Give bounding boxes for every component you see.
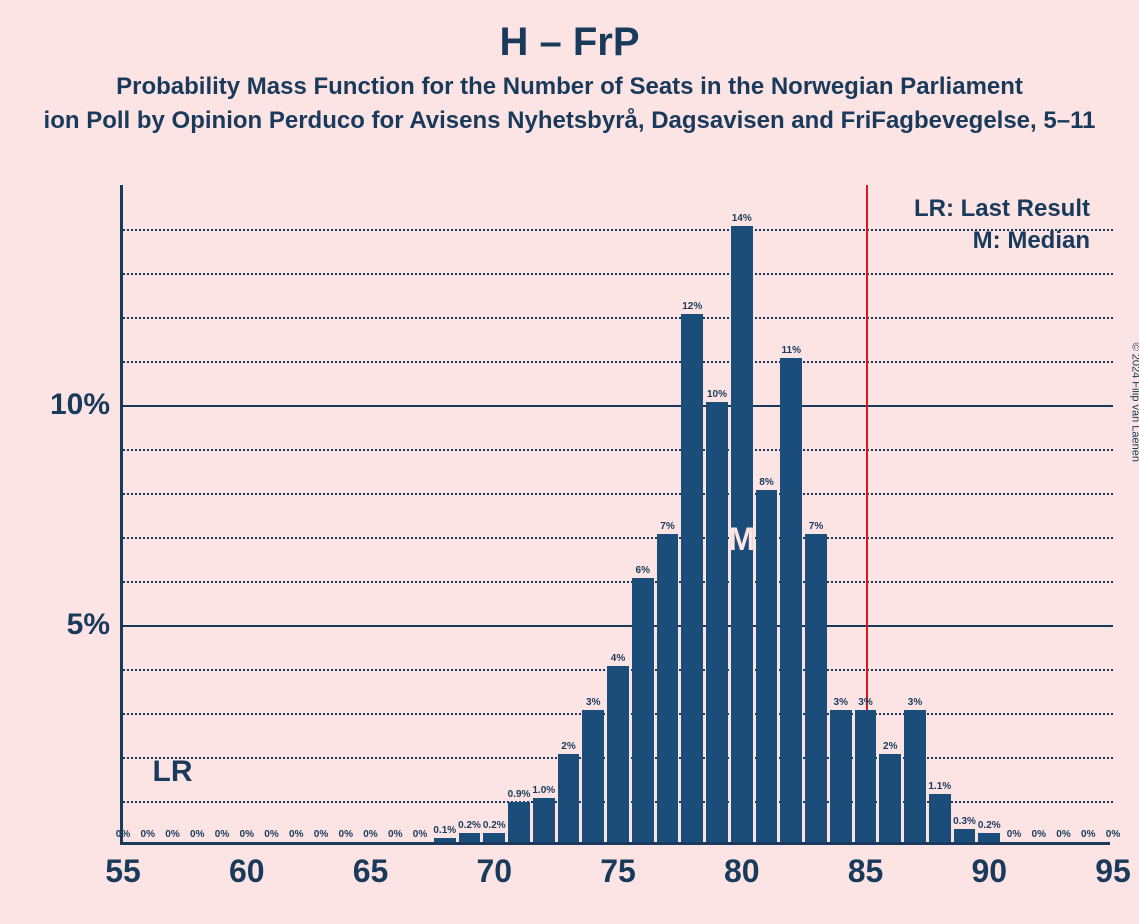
bar-value-label: 0% [215,829,229,840]
bar-value-label: 0% [165,829,179,840]
legend-lr: LR: Last Result [914,195,1090,223]
bar-value-label: 0.2% [458,820,481,831]
bar [508,802,530,842]
bar [706,402,728,842]
gridline-minor [123,273,1113,275]
bar-value-label: 0% [363,829,377,840]
bar [954,829,976,842]
gridline-minor [123,581,1113,583]
bar-value-label: 0% [413,829,427,840]
bar-value-label: 0% [1007,829,1021,840]
bar-value-label: 0.3% [953,816,976,827]
bar [879,754,901,842]
bar [756,490,778,842]
gridline-major [123,405,1113,407]
gridline-major [123,625,1113,627]
bar-value-label: 7% [809,521,823,532]
chart-title: H – FrP [0,0,1139,65]
bar-value-label: 0% [264,829,278,840]
bar-value-label: 0% [339,829,353,840]
bar [780,358,802,842]
bar-value-label: 0% [141,829,155,840]
chart-container: 5%10%5560657075808590950%0%0%0%0%0%0%0%0… [120,185,1110,845]
gridline-minor [123,537,1113,539]
x-axis-label: 95 [1095,853,1131,890]
bar-value-label: 1.0% [532,785,555,796]
plot-area: 5%10%5560657075808590950%0%0%0%0%0%0%0%0… [120,185,1110,845]
bar-value-label: 8% [759,477,773,488]
bar-value-label: 0% [388,829,402,840]
bar [558,754,580,842]
bar [434,838,456,842]
bar-value-label: 3% [834,697,848,708]
bar-value-label: 0% [1056,829,1070,840]
bar-value-label: 3% [908,697,922,708]
bar-value-label: 3% [586,697,600,708]
bar [904,710,926,842]
bar-value-label: 0% [289,829,303,840]
bar-value-label: 0.9% [508,789,531,800]
bar-value-label: 0.2% [483,820,506,831]
gridline-minor [123,317,1113,319]
bar-value-label: 7% [660,521,674,532]
x-axis-label: 80 [724,853,760,890]
bar [607,666,629,842]
bar [978,833,1000,842]
bar-value-label: 0% [1032,829,1046,840]
y-axis-label: 10% [50,388,110,422]
chart-subtitle: Probability Mass Function for the Number… [0,73,1139,101]
bar-value-label: 1.1% [928,781,951,792]
gridline-minor [123,493,1113,495]
bar-value-label: 6% [636,565,650,576]
bar-value-label: 12% [682,301,702,312]
bar-value-label: 3% [858,697,872,708]
gridline-minor [123,361,1113,363]
bar [483,833,505,842]
lr-marker: LR [153,755,193,789]
x-axis-label: 75 [600,853,636,890]
y-axis-label: 5% [67,608,110,642]
bar-value-label: 0% [240,829,254,840]
bar [830,710,852,842]
copyright-text: © 2024 Filip van Laenen [1129,343,1139,462]
x-axis-label: 70 [476,853,512,890]
bar-value-label: 0% [190,829,204,840]
median-marker: M [728,521,755,558]
x-axis-label: 85 [848,853,884,890]
bar-value-label: 2% [561,741,575,752]
x-axis-label: 65 [353,853,389,890]
bar [459,833,481,842]
bar-value-label: 4% [611,653,625,664]
x-axis-label: 55 [105,853,141,890]
chart-subtitle-2: ion Poll by Opinion Perduco for Avisens … [0,107,1139,135]
bar-value-label: 0% [1106,829,1120,840]
bar-value-label: 2% [883,741,897,752]
bar [582,710,604,842]
gridline-minor [123,449,1113,451]
gridline-minor [123,229,1113,231]
x-axis-label: 90 [971,853,1007,890]
bar [533,798,555,842]
bar [805,534,827,842]
bar-value-label: 14% [732,213,752,224]
bar-value-label: 10% [707,389,727,400]
bar-value-label: 0% [116,829,130,840]
bar [855,710,877,842]
bar [681,314,703,842]
legend-median: M: Median [973,227,1090,255]
bar-value-label: 0% [314,829,328,840]
bar [632,578,654,842]
bar-value-label: 11% [782,345,801,356]
x-axis-label: 60 [229,853,265,890]
bar-value-label: 0.2% [978,820,1001,831]
bar-value-label: 0.1% [433,825,456,836]
bar-value-label: 0% [1081,829,1095,840]
bar [929,794,951,842]
bar [657,534,679,842]
